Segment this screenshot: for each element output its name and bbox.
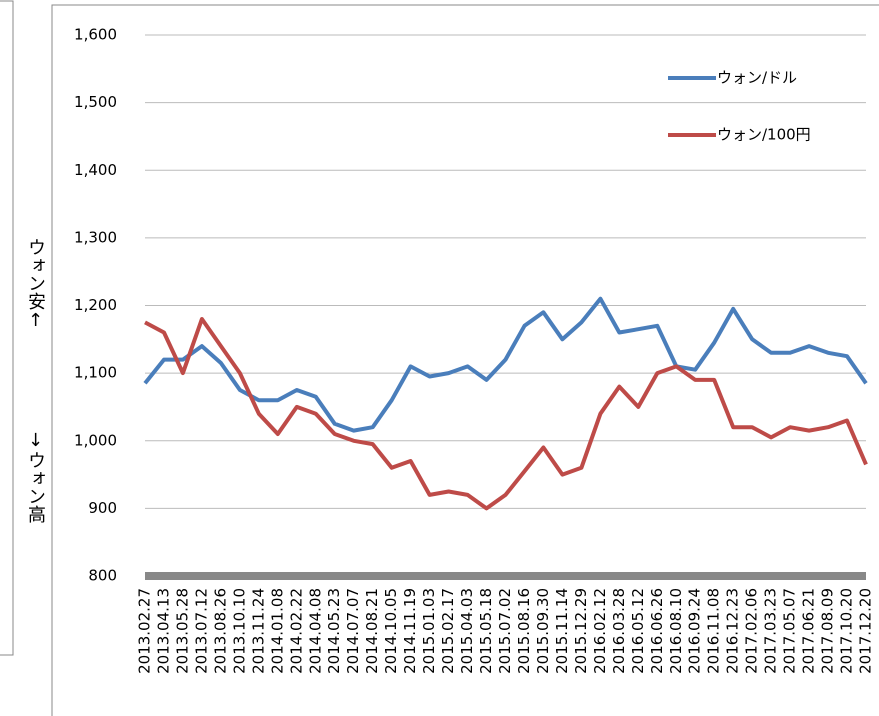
y-tick-label: 1,000 <box>74 431 117 449</box>
series-line <box>144 317 868 511</box>
x-tick-label: 2013.04.13 <box>154 588 172 674</box>
x-tick-label: 2017.06.21 <box>800 588 818 674</box>
x-tick-label: 2017.05.07 <box>781 588 799 674</box>
x-tick-label: 2017.03.23 <box>762 588 780 674</box>
chart-frame <box>51 4 879 716</box>
x-tick-label: 2013.02.27 <box>136 588 154 674</box>
x-tick-label: 2014.11.19 <box>401 588 419 674</box>
legend-label: ウォン/100円 <box>717 126 811 144</box>
y-tick-label: 900 <box>88 499 117 517</box>
x-tick-label: 2014.10.05 <box>382 588 400 674</box>
y-label: ウォン安↑ <box>25 238 46 331</box>
y-tick-label: 800 <box>88 567 117 585</box>
x-tick-label: 2015.12.29 <box>572 588 590 674</box>
x-tick-label: 2016.02.12 <box>591 588 609 674</box>
x-tick-label: 2016.03.28 <box>610 588 628 674</box>
x-tick-label: 2017.10.20 <box>838 588 856 674</box>
x-tick-label: 2015.09.30 <box>534 588 552 674</box>
y-tick-label: 1,100 <box>74 364 117 382</box>
x-tick-label: 2013.10.10 <box>230 588 248 674</box>
y-tick-label: 1,600 <box>74 26 117 44</box>
x-tick-label: 2015.01.03 <box>420 588 438 674</box>
x-tick-label: 2013.11.24 <box>249 588 267 674</box>
y-tick-label: 1,500 <box>74 93 117 111</box>
x-tick-label: 2015.05.18 <box>477 588 495 674</box>
x-tick-label: 2014.07.07 <box>344 588 362 674</box>
y-label: ↓ウォン高 <box>25 430 46 523</box>
x-tick-label: 2017.08.09 <box>819 588 837 674</box>
x-tick-label: 2014.08.21 <box>363 588 381 674</box>
x-tick-label: 2013.05.28 <box>173 588 191 674</box>
x-tick-label: 2016.09.24 <box>686 588 704 674</box>
series-line <box>143 296 868 433</box>
x-tick-label: 2017.12.20 <box>857 588 875 674</box>
x-tick-label: 2016.06.26 <box>648 588 666 674</box>
x-tick-label: 2015.04.03 <box>458 588 476 674</box>
x-tick-label: 2013.07.12 <box>192 588 210 674</box>
x-tick-label: 2014.05.23 <box>325 588 343 674</box>
x-tick-label: 2016.12.23 <box>724 588 742 674</box>
x-tick-label: 2017.02.06 <box>743 588 761 674</box>
y-tick-label: 1,200 <box>74 296 117 314</box>
y-tick-label: 1,400 <box>74 161 117 179</box>
x-tick-label: 2013.08.26 <box>211 588 229 674</box>
x-tick-label: 2016.11.08 <box>705 588 723 674</box>
x-tick-label: 2014.02.22 <box>287 588 305 674</box>
x-tick-label: 2016.08.10 <box>667 588 685 674</box>
x-tick-label: 2015.02.17 <box>439 588 457 674</box>
x-tick-label: 2016.05.12 <box>629 588 647 674</box>
x-tick-label: 2014.04.08 <box>306 588 324 674</box>
x-tick-label: 2014.01.08 <box>268 588 286 674</box>
x-tick-label: 2015.08.16 <box>515 588 533 674</box>
x-tick-label: 2015.11.14 <box>553 588 571 674</box>
y-tick-label: 1,300 <box>74 228 117 246</box>
side-frame <box>0 0 14 656</box>
legend-label: ウォン/ドル <box>717 69 797 87</box>
x-tick-label: 2015.07.02 <box>496 588 514 674</box>
